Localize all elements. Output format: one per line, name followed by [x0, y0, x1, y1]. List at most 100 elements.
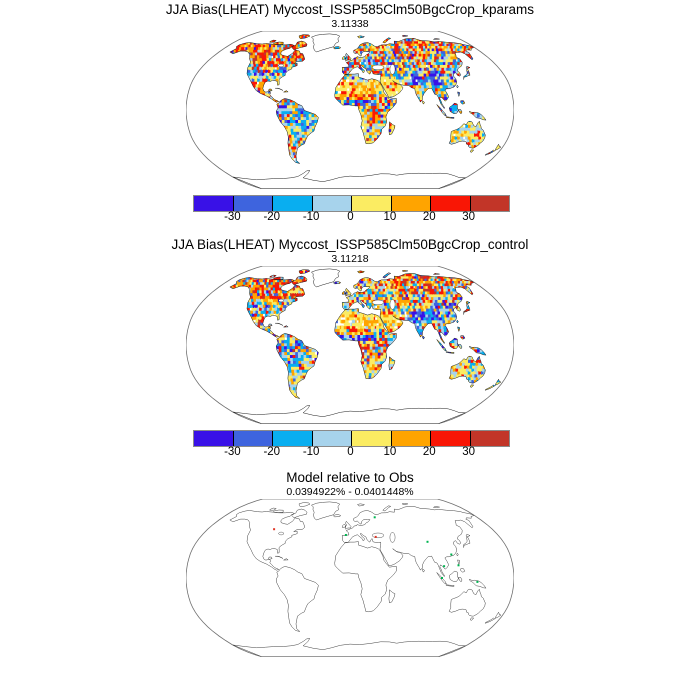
panel-title: JJA Bias(LHEAT) Myccost_ISSP585Clm50BgcC…: [171, 237, 529, 252]
coastline: [401, 270, 409, 272]
world-map-outline: [186, 499, 514, 657]
coastline: [484, 384, 495, 391]
coastline: [388, 589, 396, 604]
coastline: [229, 42, 306, 103]
coastline: [333, 514, 341, 518]
coastline: [357, 270, 365, 274]
coastline: [232, 405, 466, 424]
grid-cell-dot: [273, 528, 276, 531]
coastline: [283, 558, 289, 561]
coastline: [449, 570, 459, 582]
lake: [389, 64, 396, 75]
landmass-fill: [311, 33, 340, 52]
colorbar-tick-label: -10: [302, 446, 320, 458]
panel-title: Model relative to Obs: [286, 470, 414, 485]
coastline: [388, 121, 396, 136]
colorbar-segment: [194, 196, 234, 211]
colorbar-segment: [391, 431, 431, 446]
colorbar-tick-label: 20: [422, 211, 436, 223]
coastline: [465, 533, 471, 538]
panel-subtitle: 3.11218: [331, 253, 369, 265]
coastline: [341, 273, 474, 344]
coastline: [458, 577, 463, 583]
coastline: [433, 38, 440, 40]
coastline: [445, 584, 455, 587]
landmass-fill: [449, 589, 486, 617]
coastline: [232, 170, 466, 189]
panel-subtitle: 0.0394922% - 0.0401448%: [286, 486, 414, 498]
landmass-fill: [342, 506, 474, 577]
coastline: [470, 617, 474, 621]
coastline: [274, 555, 284, 559]
landmass-fill: [311, 501, 340, 520]
landmass-fill: [485, 617, 495, 624]
coastline: [291, 40, 308, 51]
colorbar-segment: [352, 196, 392, 211]
coastline: [457, 326, 460, 332]
coastline: [311, 501, 340, 521]
coastline: [484, 149, 495, 156]
coastline: [463, 537, 471, 548]
grid-cell-dot: [457, 564, 460, 567]
coastline: [341, 38, 474, 109]
coastline: [269, 507, 277, 511]
grid-cell-dot: [443, 565, 446, 568]
coastline: [460, 568, 466, 573]
coastline: [445, 116, 455, 119]
coastline: [275, 333, 319, 399]
coastline: [291, 508, 308, 519]
coastline: [341, 56, 346, 60]
coastline: [345, 288, 352, 297]
coastline: [458, 109, 463, 115]
colorbar-tick-label: -30: [224, 211, 241, 223]
coastline: [382, 505, 391, 512]
coastline: [436, 572, 447, 585]
coastline: [436, 339, 447, 352]
colorbar-segment: [352, 431, 392, 446]
map-border: [186, 499, 514, 657]
colorbar-tick-label: 10: [383, 211, 397, 223]
landmass-fill: [463, 537, 470, 548]
colorbar-tick-label: -30: [224, 446, 241, 458]
lake: [371, 299, 384, 306]
coastline: [458, 344, 463, 350]
grid-cell-dot: [450, 553, 453, 556]
coastline: [422, 100, 425, 105]
landmass-fill: [382, 505, 391, 511]
colorbar-tick-label: 10: [383, 446, 397, 458]
lake: [371, 532, 384, 539]
coastline: [273, 41, 284, 45]
coastline: [469, 111, 487, 121]
panel-bias-kparams: JJA Bias(LHEAT) Myccost_ISSP585Clm50BgcC…: [0, 0, 700, 234]
coastline: [494, 144, 502, 151]
coastline: [273, 276, 284, 280]
coastline: [465, 65, 471, 70]
coastline: [469, 579, 487, 589]
map-border: [186, 266, 514, 424]
coastline: [382, 37, 391, 44]
coastline: [457, 559, 460, 565]
colorbar-tick-label: -10: [302, 211, 320, 223]
coastline: [460, 100, 466, 105]
grid-cell-dot: [426, 540, 429, 543]
landmass-fill: [276, 566, 319, 632]
coastline: [456, 84, 459, 89]
coastline: [275, 566, 319, 632]
grid-cell-dot: [476, 580, 479, 583]
colorbar-tick-label: 20: [422, 446, 436, 458]
colorbar-segment: [470, 196, 509, 211]
coastline: [456, 319, 459, 324]
colorbar-ticks: -30 -20 -10 0 10 20 30: [193, 446, 508, 460]
coastline: [463, 69, 471, 80]
coastline: [275, 98, 319, 164]
coastline: [334, 541, 397, 613]
coastline: [422, 568, 425, 573]
coastline: [448, 120, 486, 149]
colorbar: [193, 195, 510, 212]
colorbar-segment: [233, 196, 273, 211]
coastline: [460, 335, 466, 340]
coastline: [448, 355, 486, 384]
landmass-fill: [299, 502, 310, 507]
coastline: [470, 384, 474, 388]
